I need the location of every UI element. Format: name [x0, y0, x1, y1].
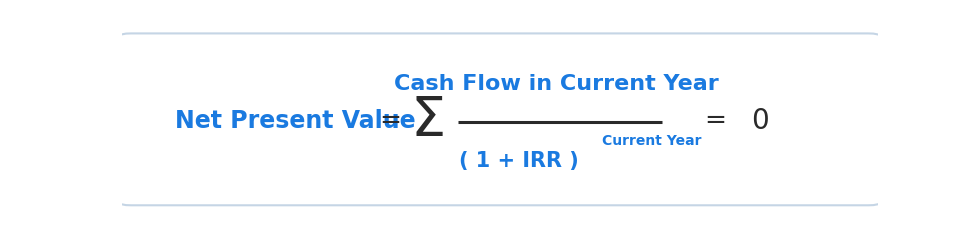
Text: Net Present Value: Net Present Value [175, 109, 415, 133]
Text: 0: 0 [752, 107, 769, 135]
Text: =: = [704, 108, 726, 134]
Text: Cash Flow in Current Year: Cash Flow in Current Year [394, 74, 719, 94]
Text: Current Year: Current Year [602, 134, 701, 148]
FancyBboxPatch shape [120, 33, 879, 205]
Text: =: = [379, 108, 401, 134]
Text: Σ: Σ [410, 94, 446, 148]
Text: ( 1 + IRR ): ( 1 + IRR ) [458, 151, 578, 171]
